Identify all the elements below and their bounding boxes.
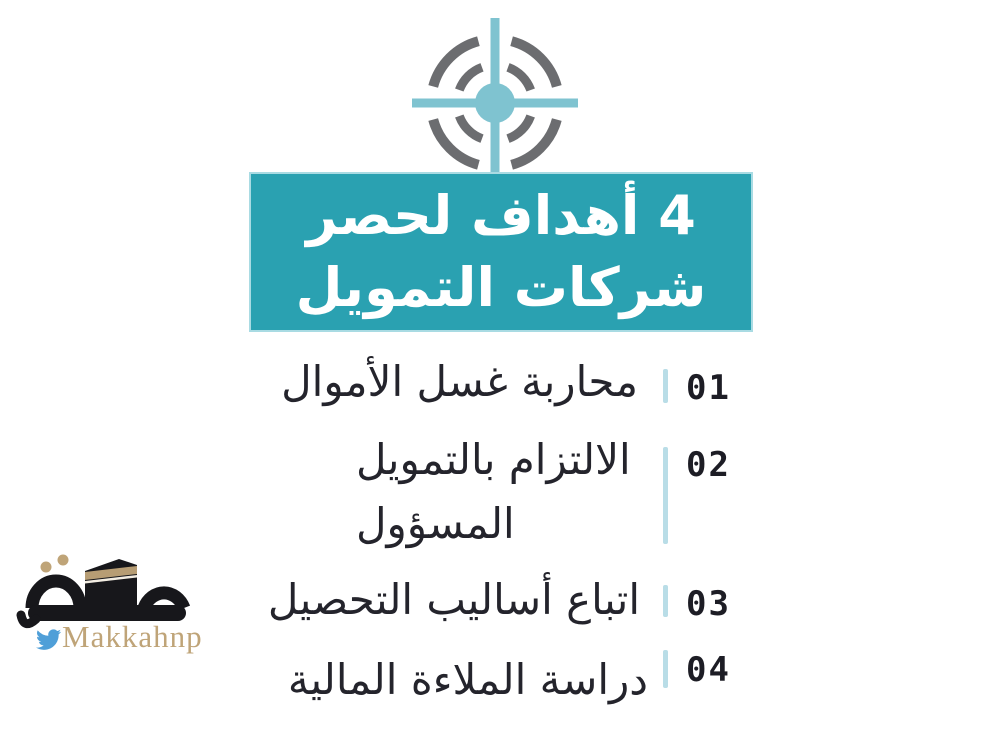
wordmark-dot: [57, 554, 69, 566]
kaaba-wordmark-icon: [16, 554, 191, 650]
goal-2-number: 02: [686, 445, 731, 485]
goal-4-number: 04: [686, 650, 731, 690]
goal-2-separator: [663, 447, 668, 544]
target-crosshair-icon: [412, 18, 578, 172]
goal-1-text: محاربة غسل الأموال: [281, 357, 638, 406]
goal-4-text: دراسة الملاءة المالية: [287, 655, 648, 704]
title-banner: 4 أهداف لحصر شركات التمويل: [249, 172, 753, 332]
goal-2-text: الالتزام بالتمويل المسؤول: [356, 432, 631, 552]
goal-4-separator: [663, 650, 668, 688]
banner-title-line2: شركات التمويل: [295, 256, 707, 319]
goal-3-separator: [663, 585, 668, 617]
wordmark-dot: [40, 561, 52, 573]
twitter-bird-icon: [36, 629, 62, 650]
kaaba-cube: [85, 559, 137, 608]
goal-2-text-line1: الالتزام بالتمويل: [356, 435, 631, 484]
goal-1-separator: [663, 369, 668, 403]
wordmark-baseline: [28, 605, 186, 621]
kaaba-gold-band: [85, 566, 137, 580]
kaaba-white-line: [85, 575, 137, 584]
wordmark-descender: [16, 610, 41, 629]
wordmark-right-arch: [137, 586, 191, 611]
wordmark-left-arch: [25, 574, 87, 609]
goal-3-text: اتباع أساليب التحصيل: [267, 575, 640, 624]
target-rings: [428, 36, 562, 170]
goal-2-text-line2: المسؤول: [356, 499, 515, 548]
makkah-newspaper-logo: Makkahnp: [16, 546, 226, 662]
twitter-handle: Makkahnp: [62, 619, 203, 654]
banner-title-line1: 4 أهداف لحصر: [306, 184, 696, 247]
goal-1-number: 01: [686, 368, 731, 408]
target-center-dot: [475, 83, 515, 123]
goal-3-number: 03: [686, 584, 731, 624]
